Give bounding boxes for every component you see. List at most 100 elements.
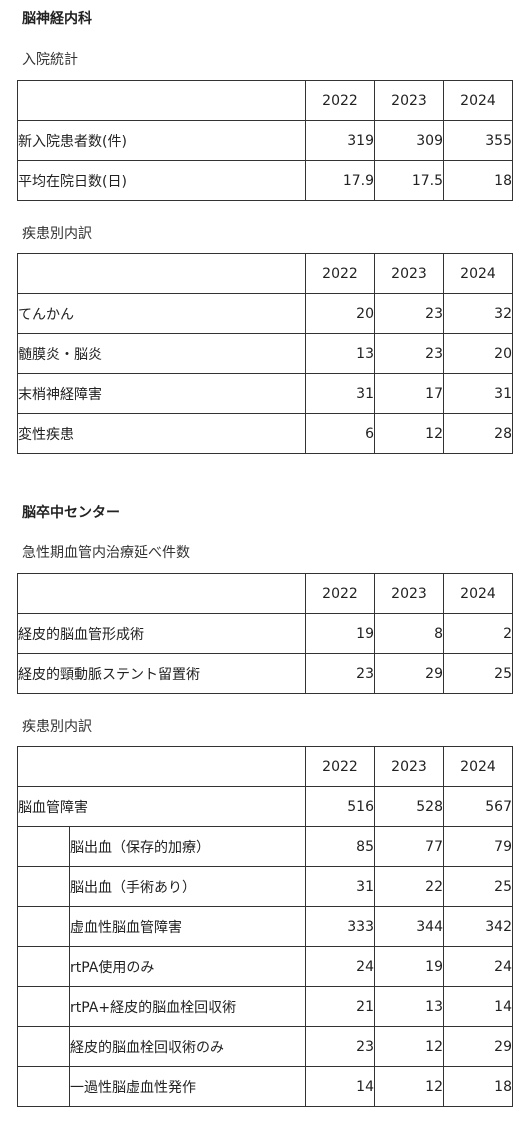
- row-label: 経皮的脳血栓回収術のみ: [69, 1026, 306, 1067]
- value-cell: 342: [443, 906, 513, 947]
- value-cell: 17: [374, 373, 444, 414]
- table-row: 経皮的脳血栓回収術のみ 23 12 29: [17, 1026, 513, 1067]
- indent-cell: [17, 826, 70, 867]
- value-cell: 24: [443, 946, 513, 987]
- indent-cell: [17, 1066, 70, 1107]
- value-cell: 17.5: [374, 160, 444, 201]
- table-row: 一過性脳虚血性発作 14 12 18: [17, 1066, 513, 1107]
- year-header: 2024: [443, 573, 513, 614]
- row-label: 虚血性脳血管障害: [69, 906, 306, 947]
- value-cell: 2: [443, 613, 513, 654]
- neuro-diseases-table: 2022 2023 2024 てんかん 20 23 32 髄膜炎・脳炎 13 2…: [17, 253, 513, 454]
- value-cell: 12: [374, 1026, 444, 1067]
- value-cell: 516: [305, 786, 375, 827]
- value-cell: 344: [374, 906, 444, 947]
- indent-cell: [17, 946, 70, 987]
- year-header: 2023: [374, 253, 444, 294]
- value-cell: 14: [443, 986, 513, 1027]
- value-cell: 21: [305, 986, 375, 1027]
- value-cell: 29: [374, 653, 444, 694]
- neuro-section-title: 脳神経内科: [22, 11, 92, 27]
- stroke-diseases-title: 疾患別内訳: [22, 719, 92, 735]
- table-row: 平均在院日数(日) 17.9 17.5 18: [17, 160, 513, 201]
- header-blank-cell: [17, 80, 306, 121]
- row-label: 経皮的脳血管形成術: [17, 613, 306, 654]
- table-row: 脳出血（保存的加療） 85 77 79: [17, 826, 513, 867]
- value-cell: 25: [443, 653, 513, 694]
- table-header-row: 2022 2023 2024: [17, 746, 513, 787]
- value-cell: 20: [443, 333, 513, 374]
- value-cell: 18: [443, 1066, 513, 1107]
- value-cell: 6: [305, 413, 375, 454]
- row-label: 脳出血（保存的加療）: [69, 826, 306, 867]
- table-row: てんかん 20 23 32: [17, 293, 513, 334]
- neuro-admissions-table: 2022 2023 2024 新入院患者数(件) 319 309 355 平均在…: [17, 80, 513, 201]
- value-cell: 355: [443, 120, 513, 161]
- row-label: てんかん: [17, 293, 306, 334]
- value-cell: 23: [374, 293, 444, 334]
- value-cell: 31: [305, 373, 375, 414]
- table-header-row: 2022 2023 2024: [17, 253, 513, 294]
- row-label: rtPA使用のみ: [69, 946, 306, 987]
- stroke-endovascular-table: 2022 2023 2024 経皮的脳血管形成術 19 8 2 経皮的頸動脈ステ…: [17, 573, 513, 694]
- table-row: 変性疾患 6 12 28: [17, 413, 513, 454]
- indent-cell: [17, 1026, 70, 1067]
- row-label: 脳出血（手術あり）: [69, 866, 306, 907]
- value-cell: 22: [374, 866, 444, 907]
- value-cell: 19: [305, 613, 375, 654]
- value-cell: 319: [305, 120, 375, 161]
- year-header: 2022: [305, 573, 375, 614]
- value-cell: 8: [374, 613, 444, 654]
- table-header-row: 2022 2023 2024: [17, 80, 513, 121]
- value-cell: 31: [305, 866, 375, 907]
- value-cell: 77: [374, 826, 444, 867]
- header-blank-cell: [17, 573, 306, 614]
- value-cell: 13: [305, 333, 375, 374]
- header-blank-cell: [17, 746, 306, 787]
- table-row: 経皮的頸動脈ステント留置術 23 29 25: [17, 653, 513, 694]
- year-header: 2024: [443, 746, 513, 787]
- value-cell: 32: [443, 293, 513, 334]
- row-label: 髄膜炎・脳炎: [17, 333, 306, 374]
- row-label: 末梢神経障害: [17, 373, 306, 414]
- table-header-row: 2022 2023 2024: [17, 573, 513, 614]
- value-cell: 79: [443, 826, 513, 867]
- value-cell: 14: [305, 1066, 375, 1107]
- stroke-diseases-table: 2022 2023 2024 脳血管障害 516 528 567 脳出血（保存的…: [17, 746, 513, 1107]
- year-header: 2024: [443, 253, 513, 294]
- table-row: rtPA+経皮的脳血栓回収術 21 13 14: [17, 986, 513, 1027]
- table-row: 経皮的脳血管形成術 19 8 2: [17, 613, 513, 654]
- indent-cell: [17, 866, 70, 907]
- year-header: 2023: [374, 746, 444, 787]
- year-header: 2022: [305, 746, 375, 787]
- value-cell: 309: [374, 120, 444, 161]
- value-cell: 13: [374, 986, 444, 1027]
- value-cell: 12: [374, 413, 444, 454]
- table-row: 髄膜炎・脳炎 13 23 20: [17, 333, 513, 374]
- table-row: rtPA使用のみ 24 19 24: [17, 946, 513, 987]
- stroke-section-title: 脳卒中センター: [22, 505, 120, 521]
- row-label: 経皮的頸動脈ステント留置術: [17, 653, 306, 694]
- row-label: 脳血管障害: [17, 786, 306, 827]
- indent-cell: [17, 986, 70, 1027]
- table-row: 脳出血（手術あり） 31 22 25: [17, 866, 513, 907]
- row-label: rtPA+経皮的脳血栓回収術: [69, 986, 306, 1027]
- table-row: 虚血性脳血管障害 333 344 342: [17, 906, 513, 947]
- value-cell: 20: [305, 293, 375, 334]
- value-cell: 12: [374, 1066, 444, 1107]
- value-cell: 333: [305, 906, 375, 947]
- year-header: 2023: [374, 573, 444, 614]
- neuro-diseases-title: 疾患別内訳: [22, 226, 92, 242]
- table-row: 新入院患者数(件) 319 309 355: [17, 120, 513, 161]
- row-label: 平均在院日数(日): [17, 160, 306, 201]
- value-cell: 24: [305, 946, 375, 987]
- year-header: 2022: [305, 80, 375, 121]
- table-row: 脳血管障害 516 528 567: [17, 786, 513, 827]
- row-label: 変性疾患: [17, 413, 306, 454]
- year-header: 2023: [374, 80, 444, 121]
- value-cell: 28: [443, 413, 513, 454]
- value-cell: 31: [443, 373, 513, 414]
- indent-cell: [17, 906, 70, 947]
- stroke-endovascular-title: 急性期血管内治療延べ件数: [22, 545, 190, 561]
- year-header: 2022: [305, 253, 375, 294]
